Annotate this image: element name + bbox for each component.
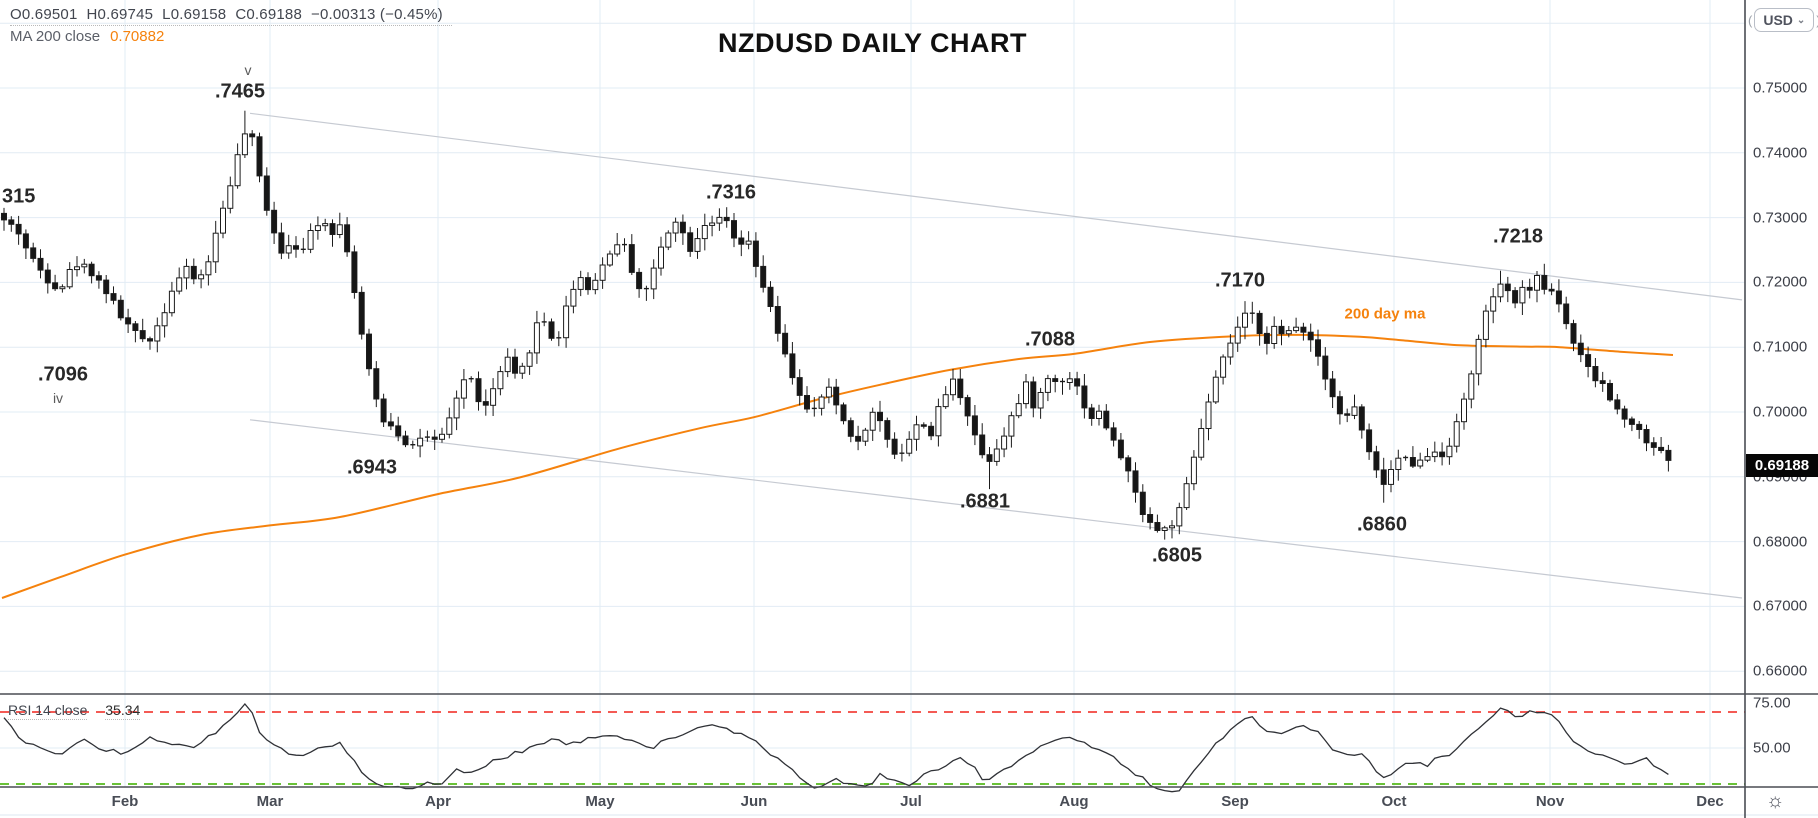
price-annotation: .6860	[1356, 513, 1408, 536]
rsi-layer[interactable]	[0, 702, 1745, 793]
month-label-oct: Oct	[1381, 793, 1407, 810]
ma-label: 200 day ma	[1344, 305, 1426, 323]
price-tick-label: 0.67000	[1753, 597, 1808, 615]
month-label-apr: Apr	[425, 793, 451, 810]
month-label-sep: Sep	[1221, 793, 1249, 810]
month-label-jul: Jul	[900, 793, 922, 810]
paren-left: (	[1748, 12, 1753, 28]
ma-legend-value: 0.70882	[110, 28, 165, 45]
axis-settings-gear-icon[interactable]: ☼	[1766, 790, 1785, 812]
last-price-badge: 0.69188	[1746, 454, 1818, 477]
currency-button[interactable]: USD ⌄	[1754, 8, 1815, 32]
price-annotation: .6943	[346, 456, 398, 479]
price-annotation: .7218	[1492, 225, 1544, 248]
price-tick-label: 0.68000	[1753, 533, 1808, 551]
change-value: −0.00313 (−0.45%)	[310, 6, 443, 23]
price-annotation: .7465	[214, 80, 266, 103]
month-label-mar: Mar	[256, 793, 284, 810]
price-annotation: 315	[2, 185, 36, 208]
month-label-may: May	[585, 793, 615, 810]
price-annotation: .7170	[1214, 269, 1266, 292]
price-annotation: .6805	[1151, 544, 1203, 567]
price-tick-label: 0.75000	[1753, 79, 1808, 97]
rsi-legend-value: 35.34	[105, 702, 141, 720]
month-label-dec: Dec	[1696, 793, 1724, 810]
price-tick-label: 0.66000	[1753, 662, 1808, 680]
currency-button-label: USD	[1763, 12, 1793, 28]
month-label-nov: Nov	[1535, 793, 1565, 810]
month-label-jun: Jun	[740, 793, 768, 810]
page-title: NZDUSD DAILY CHART	[717, 28, 1028, 58]
rsi-tick-label: 50.00	[1753, 739, 1791, 757]
price-tick-label: 0.70000	[1753, 403, 1808, 421]
candles-layer[interactable]	[1, 110, 1672, 540]
price-tick-label: 0.71000	[1753, 338, 1808, 356]
price-annotation: v	[244, 62, 252, 78]
currency-selector[interactable]: ( USD ⌄ )	[1748, 8, 1818, 32]
price-annotation: .7096	[37, 363, 89, 386]
paren-right: )	[1816, 13, 1818, 28]
month-label-aug: Aug	[1059, 793, 1089, 810]
price-annotation: .7088	[1024, 328, 1076, 351]
rsi-tick-label: 75.00	[1753, 694, 1791, 712]
price-tick-label: 0.74000	[1753, 144, 1808, 162]
price-annotation: iv	[52, 390, 64, 406]
low-value: L0.69158	[162, 6, 227, 23]
rsi-line	[3, 702, 1669, 793]
high-value: H0.69745	[86, 6, 154, 23]
trendlines-layer[interactable]	[249, 112, 1743, 599]
ohlc-legend: O0.69501 H0.69745 L0.69158 C0.69188 −0.00313…	[10, 6, 452, 26]
price-annotation: .6881	[959, 490, 1011, 513]
ma-legend-label: MA 200 close	[10, 28, 101, 45]
ma-legend: MA 200 close 0.70882	[10, 28, 164, 45]
price-tick-label: 0.73000	[1753, 209, 1808, 227]
rsi-legend-label: RSI 14 close	[8, 702, 88, 720]
price-annotation: .7316	[705, 181, 757, 204]
open-value: O0.69501	[10, 6, 78, 23]
ma-200-line[interactable]	[1, 333, 1674, 599]
close-value: C0.69188	[235, 6, 302, 23]
chevron-down-icon: ⌄	[1796, 14, 1806, 26]
month-label-feb: Feb	[111, 793, 139, 810]
rsi-legend: RSI 14 close 35.34	[8, 702, 141, 720]
price-tick-label: 0.72000	[1753, 273, 1808, 291]
